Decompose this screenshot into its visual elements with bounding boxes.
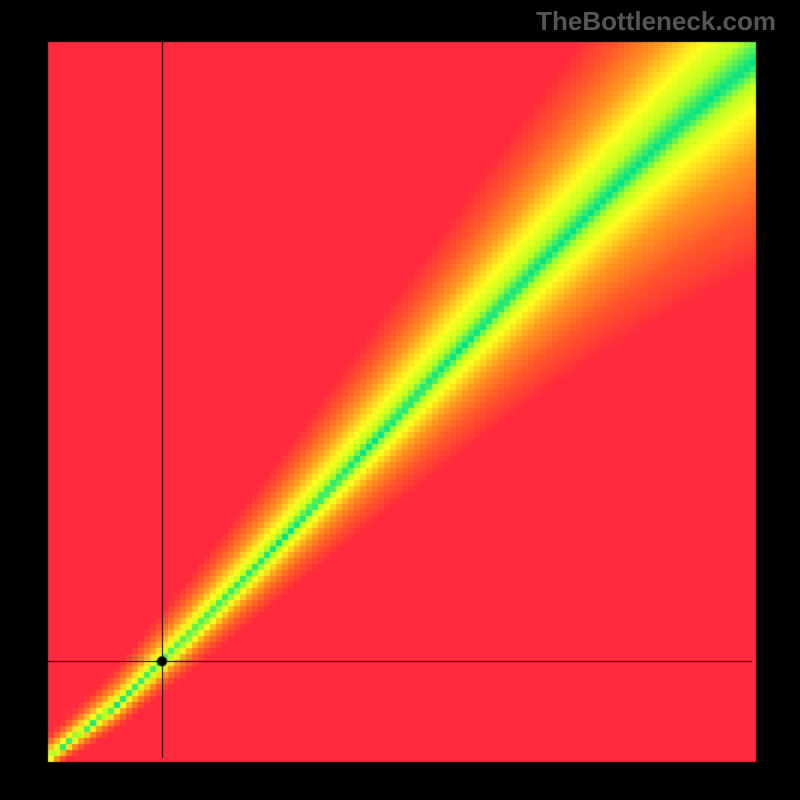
chart-container: TheBottleneck.com (0, 0, 800, 800)
watermark-text: TheBottleneck.com (536, 6, 776, 37)
bottleneck-heatmap (0, 0, 800, 800)
